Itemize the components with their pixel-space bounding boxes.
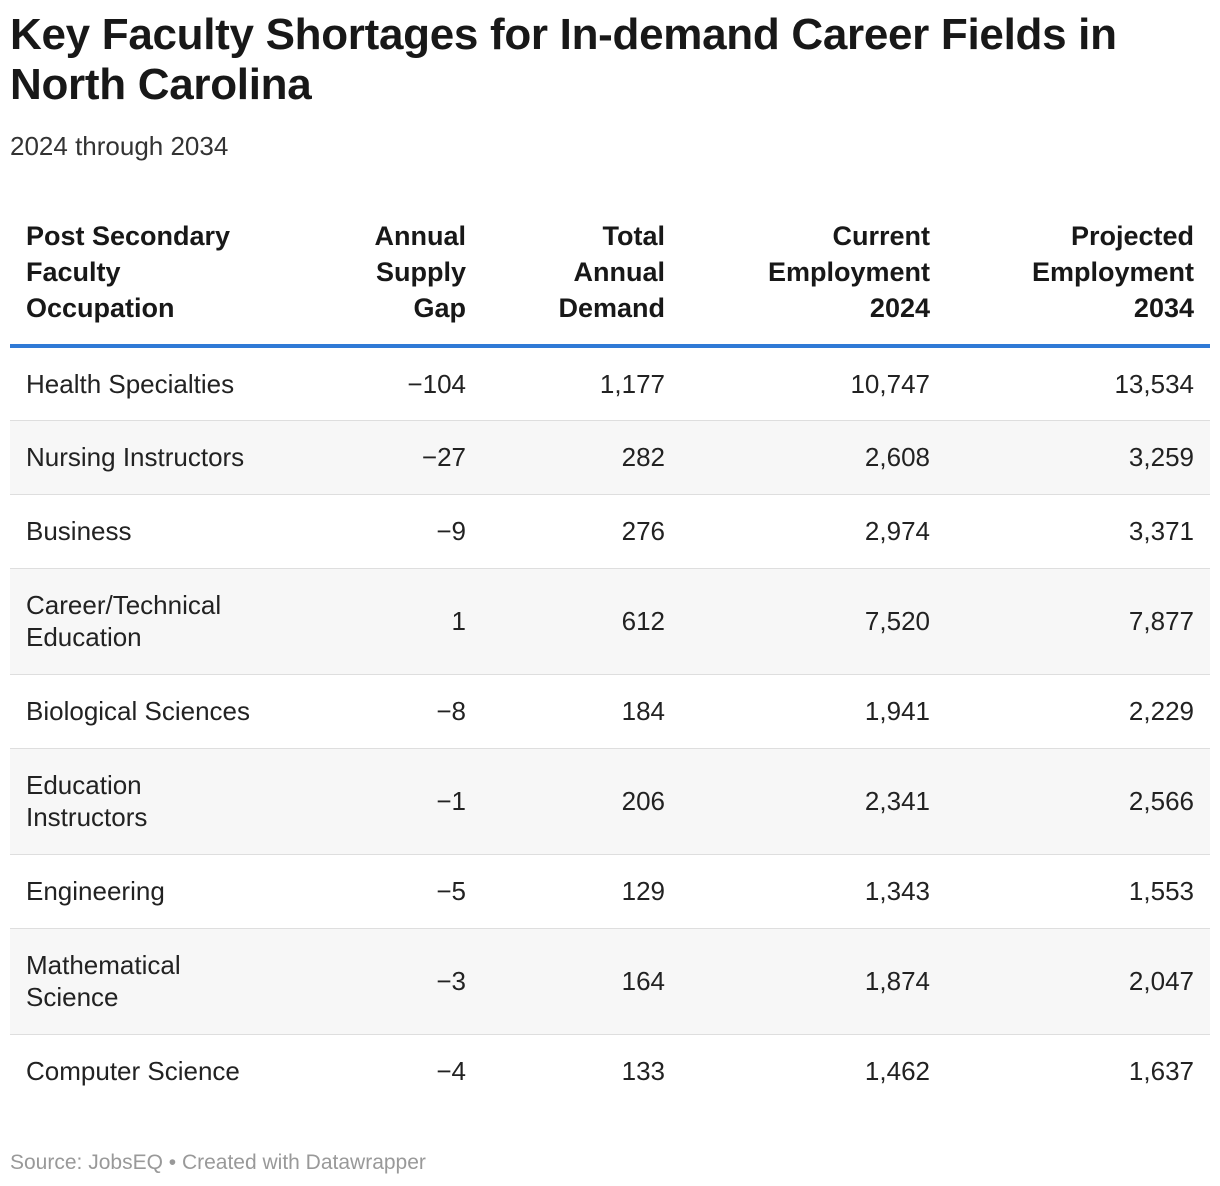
- supply-gap-cell: −8: [436, 696, 466, 726]
- current-employment-cell: 2,608: [864, 442, 930, 472]
- annual-demand-cell: 1,177: [599, 368, 665, 399]
- occupation-cell: Career/Technical Education: [26, 590, 222, 652]
- supply-gap-cell: −27: [421, 442, 466, 472]
- column-header-supply-gap[interactable]: Annual Supply Gap: [374, 221, 467, 323]
- current-employment-cell: 1,874: [864, 966, 930, 996]
- annual-demand-cell: 184: [621, 696, 665, 726]
- occupation-cell: Biological Sciences: [26, 696, 251, 726]
- table-row: Business −9 276 2,974 3,371: [10, 494, 1210, 568]
- table-row: Career/Technical Education 1 612 7,520 7,877: [10, 568, 1210, 674]
- current-employment-cell: 2,974: [864, 516, 930, 546]
- occupation-cell: Education Instructors: [26, 770, 148, 832]
- projected-employment-cell: 1,637: [1128, 1056, 1194, 1087]
- occupation-cell: Nursing Instructors: [26, 442, 245, 472]
- chart-subtitle: 2024 through 2034: [10, 131, 229, 161]
- column-header-projected-employment[interactable]: Projected Employment 2034: [1031, 221, 1194, 323]
- chart-footer: Source: JobsEQ • Created with Datawrappe…: [10, 1150, 426, 1176]
- occupation-cell: Engineering: [26, 876, 165, 906]
- annual-demand-cell: 129: [621, 876, 665, 906]
- occupation-cell: Health Specialties: [26, 368, 235, 399]
- projected-employment-cell: 13,534: [1114, 368, 1194, 399]
- supply-gap-cell: 1: [451, 606, 466, 636]
- occupation-cell: Business: [26, 516, 132, 546]
- projected-employment-cell: 2,229: [1128, 696, 1194, 726]
- annual-demand-cell: 206: [621, 786, 665, 816]
- current-employment-cell: 2,341: [864, 786, 930, 816]
- projected-employment-cell: 1,553: [1128, 876, 1194, 906]
- projected-employment-cell: 3,259: [1128, 442, 1194, 472]
- supply-gap-cell: −104: [407, 368, 466, 399]
- table-row: Health Specialties −104 1,177 10,747 13,534: [10, 346, 1210, 420]
- table-row: Engineering −5 129 1,343 1,553: [10, 854, 1210, 928]
- annual-demand-cell: 164: [621, 966, 665, 996]
- occupation-cell: Computer Science: [26, 1056, 240, 1087]
- table-body: Health Specialties −104 1,177 10,747 13,534 N…: [10, 346, 1210, 1108]
- current-employment-cell: 7,520: [864, 606, 930, 636]
- annual-demand-cell: 276: [621, 516, 665, 546]
- projected-employment-cell: 3,371: [1128, 516, 1194, 546]
- column-header-current-employment[interactable]: Current Employment 2024: [767, 221, 930, 323]
- chart-title: Key Faculty Shortages for In-demand Care…: [10, 10, 1117, 109]
- projected-employment-cell: 7,877: [1128, 606, 1194, 636]
- column-header-annual-demand[interactable]: Total Annual Demand: [558, 221, 665, 323]
- current-employment-cell: 1,462: [864, 1056, 930, 1087]
- supply-gap-cell: −4: [436, 1056, 466, 1087]
- column-header-occupation[interactable]: Post Secondary Faculty Occupation: [26, 221, 231, 323]
- footer-separator: •: [168, 1151, 177, 1174]
- supply-gap-cell: −3: [436, 966, 466, 996]
- current-employment-cell: 1,343: [864, 876, 930, 906]
- source-note: Source: JobsEQ: [10, 1151, 163, 1174]
- current-employment-cell: 10,747: [850, 368, 930, 399]
- occupation-cell: Mathematical Science: [26, 950, 181, 1012]
- table-row: Nursing Instructors −27 282 2,608 3,259: [10, 420, 1210, 494]
- data-table: Post Secondary Faculty Occupation Annual Su…: [10, 218, 1210, 1108]
- projected-employment-cell: 2,566: [1128, 786, 1194, 816]
- header-row: Post Secondary Faculty Occupation Annual Su…: [10, 218, 1210, 346]
- table-row: Mathematical Science −3 164 1,874 2,047: [10, 928, 1210, 1034]
- annual-demand-cell: 133: [621, 1056, 665, 1087]
- annual-demand-cell: 612: [621, 606, 665, 636]
- credit-link[interactable]: Created with Datawrapper: [181, 1151, 426, 1174]
- table-row: Biological Sciences −8 184 1,941 2,229: [10, 674, 1210, 748]
- supply-gap-cell: −1: [436, 786, 466, 816]
- projected-employment-cell: 2,047: [1128, 966, 1194, 996]
- supply-gap-cell: −9: [436, 516, 466, 546]
- table-row: Computer Science −4 133 1,462 1,637: [10, 1034, 1210, 1108]
- table-row: Education Instructors −1 206 2,341 2,566: [10, 748, 1210, 854]
- annual-demand-cell: 282: [621, 442, 665, 472]
- current-employment-cell: 1,941: [864, 696, 930, 726]
- supply-gap-cell: −5: [436, 876, 466, 906]
